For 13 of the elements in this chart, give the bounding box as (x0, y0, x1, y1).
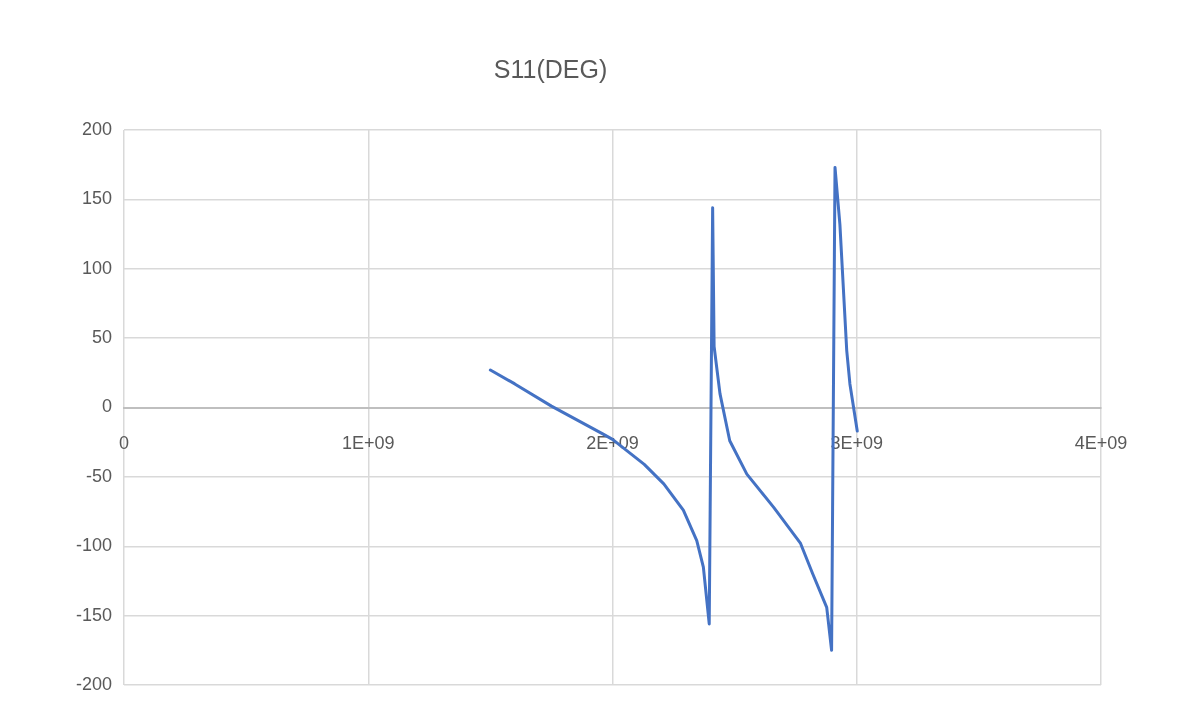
y-tick-label: -200 (75, 673, 112, 694)
y-tick-label: 150 (81, 188, 112, 209)
chart-title: S11(DEG) (493, 54, 608, 83)
x-tick-label: 0 (118, 433, 130, 454)
y-tick-label: -100 (75, 535, 112, 556)
y-tick-label: 200 (81, 118, 112, 139)
y-tick-label: 0 (101, 396, 112, 417)
x-tick-label: 1E+09 (341, 433, 395, 454)
x-tick-label: 4E+09 (1074, 433, 1128, 454)
y-tick-label: 100 (81, 257, 112, 278)
y-tick-label: -50 (85, 465, 112, 486)
y-tick-label: 50 (91, 327, 112, 348)
y-tick-label: -150 (75, 604, 112, 625)
